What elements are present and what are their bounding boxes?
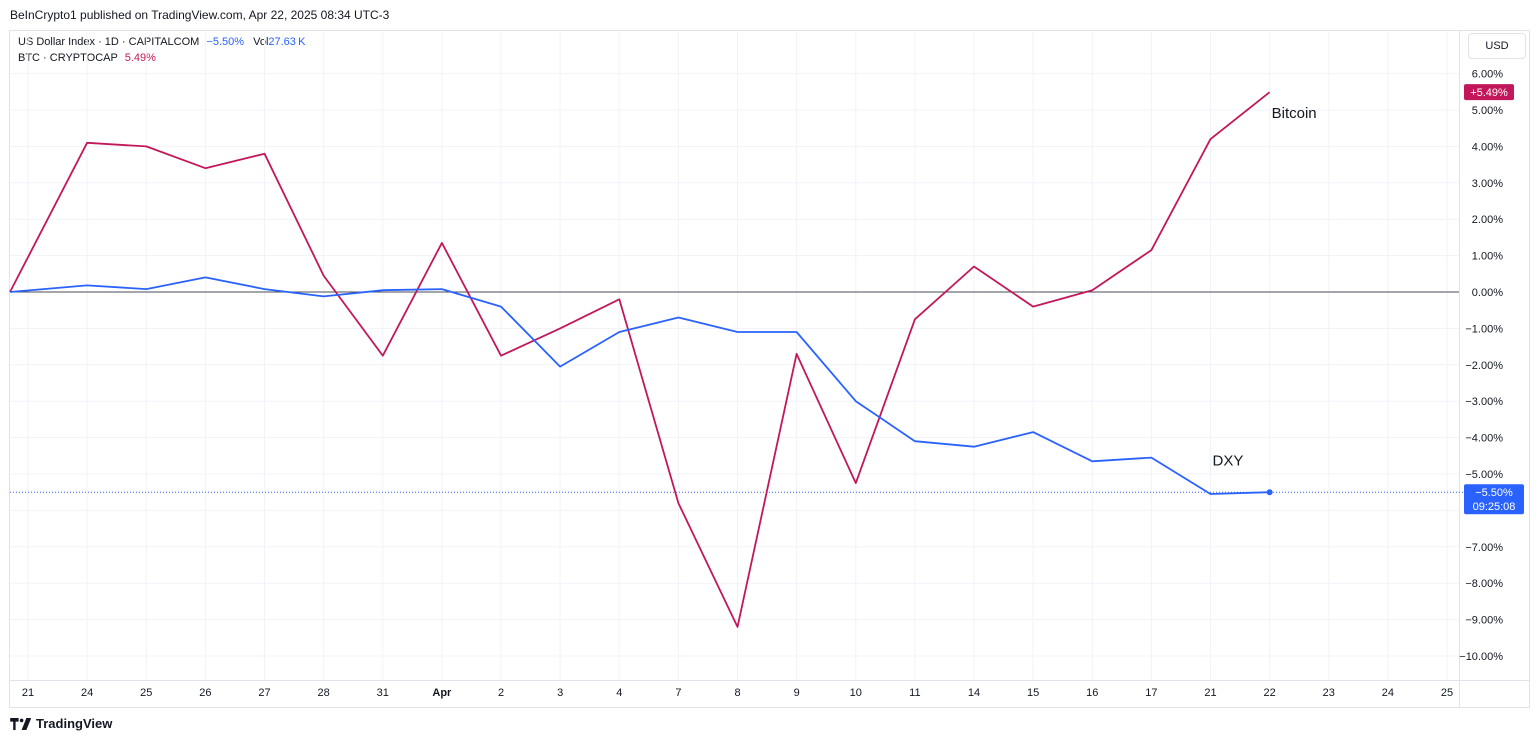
x-tick-label: 25	[1441, 687, 1453, 699]
publisher-line: BeInCrypto1 published on TradingView.com…	[10, 8, 390, 22]
x-tick-label: 11	[909, 687, 920, 699]
legend-row-btc[interactable]: BTC · CRYPTOCAP 5.49%	[18, 51, 156, 65]
y-tick-label: −4.00%	[1465, 433, 1503, 445]
dxy-countdown-text: 09:25:08	[1473, 501, 1516, 513]
legend-row-dxy[interactable]: US Dollar Index · 1D · CAPITALCOM −5.50%…	[18, 35, 305, 49]
y-tick-label: −1.00%	[1465, 323, 1503, 335]
y-tick-label: −8.00%	[1465, 578, 1503, 590]
price-badges: +5.49% −5.50% 09:25:08	[1464, 84, 1524, 515]
dxy-price-badge	[1464, 484, 1524, 515]
x-tick-label: Apr	[432, 687, 452, 699]
x-tick-label: 27	[258, 687, 270, 699]
y-tick-label: −10.00%	[1459, 651, 1503, 663]
legend-vol-value: 27.63 K	[268, 36, 306, 48]
x-tick-label: 24	[81, 687, 93, 699]
x-tick-label: 17	[1145, 687, 1157, 699]
dxy-price-badge-text: −5.50%	[1475, 487, 1513, 499]
y-tick-label: 5.00%	[1472, 105, 1503, 117]
btc-price-badge	[1464, 84, 1514, 101]
series-line-dxy	[9, 276, 1270, 495]
x-tick-label: 14	[968, 687, 980, 699]
x-tick-label: 26	[199, 687, 211, 699]
chart-frame	[9, 30, 1530, 708]
x-tick-label: 25	[140, 687, 152, 699]
y-tick-label: −9.00%	[1465, 615, 1503, 627]
tradingview-logo-icon	[10, 717, 32, 730]
x-tick-label: 10	[850, 687, 862, 699]
y-tick-label: 1.00%	[1472, 251, 1503, 263]
y-tick-label: 2.00%	[1472, 214, 1503, 226]
legend-btc-change: 5.49%	[124, 52, 156, 64]
tradingview-logo-text: TradingView	[36, 716, 113, 731]
x-tick-label: 15	[1027, 687, 1039, 699]
currency-button[interactable]: USD	[1468, 33, 1526, 59]
tradingview-logo[interactable]: TradingView	[10, 716, 112, 731]
x-tick-label: 2	[498, 687, 504, 699]
y-tick-label: −7.00%	[1465, 542, 1503, 554]
x-tick-label: 8	[734, 687, 740, 699]
series-line-bitcoin	[9, 91, 1271, 628]
x-tick-label: 23	[1323, 687, 1335, 699]
x-tick-label: 7	[675, 687, 681, 699]
grid-lines	[10, 31, 1530, 708]
legend-btc-symbol: BTC · CRYPTOCAP	[18, 52, 118, 64]
x-tick-label: 4	[616, 687, 622, 699]
dxy-last-point	[1266, 489, 1273, 496]
legend-dxy-symbol: US Dollar Index · 1D · CAPITALCOM	[18, 36, 200, 48]
x-tick-label: 3	[557, 687, 563, 699]
x-tick-label: 24	[1382, 687, 1394, 699]
legend-dxy-change: −5.50%	[206, 36, 245, 48]
x-tick-label: 22	[1264, 687, 1276, 699]
x-axis[interactable]: 21 24 25 26 27 28 31 Apr 2 3 4 7 8 9 10 11 14 15 16 17 21 22 2…	[22, 687, 1453, 699]
x-tick-label: 16	[1086, 687, 1098, 699]
y-tick-label: −2.00%	[1465, 360, 1503, 372]
y-tick-label: 3.00%	[1472, 178, 1503, 190]
series-layer	[9, 91, 1273, 628]
y-tick-label: −3.00%	[1465, 396, 1503, 408]
x-tick-label: 28	[318, 687, 330, 699]
btc-price-badge-text: +5.49%	[1470, 87, 1508, 99]
annotation-dxy: DXY	[1213, 452, 1244, 469]
x-tick-label: 21	[1204, 687, 1216, 699]
x-tick-label: 9	[794, 687, 800, 699]
y-tick-label: 0.00%	[1472, 287, 1503, 299]
x-tick-label: 21	[22, 687, 34, 699]
y-tick-label: 6.00%	[1472, 69, 1503, 81]
y-tick-label: −5.00%	[1465, 469, 1503, 481]
x-tick-label: 31	[377, 687, 389, 699]
annotations: Bitcoin DXY	[1213, 105, 1317, 469]
y-axis[interactable]: 6.00% 5.00% 4.00% 3.00% 2.00% 1.00% 0.00% −1.00…	[1459, 69, 1503, 663]
y-tick-label: 4.00%	[1472, 141, 1503, 153]
annotation-bitcoin: Bitcoin	[1272, 105, 1317, 122]
